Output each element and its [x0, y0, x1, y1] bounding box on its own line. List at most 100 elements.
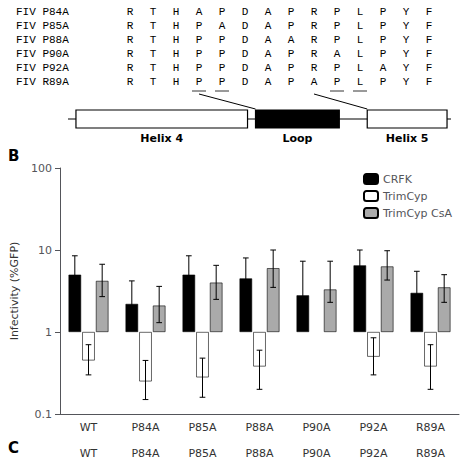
svg-text:Y: Y — [403, 6, 410, 18]
svg-text:R: R — [127, 76, 134, 88]
svg-text:R: R — [127, 6, 134, 18]
svg-text:F: F — [426, 62, 433, 74]
svg-text:TrimCyp CsA: TrimCyp CsA — [382, 207, 452, 220]
svg-text:Helix 5: Helix 5 — [386, 132, 429, 145]
svg-text:P: P — [219, 62, 226, 74]
svg-text:P85A: P85A — [188, 421, 217, 434]
svg-text:F: F — [426, 6, 433, 18]
svg-text:D: D — [242, 48, 249, 60]
svg-text:P: P — [288, 6, 295, 18]
svg-text:D: D — [242, 6, 249, 18]
svg-text:A: A — [380, 62, 387, 74]
svg-text:A: A — [265, 76, 272, 88]
svg-text:R: R — [127, 48, 134, 60]
svg-text:P92A: P92A — [359, 421, 388, 434]
svg-text:FIV P84A: FIV P84A — [16, 6, 69, 18]
svg-text:D: D — [242, 20, 249, 32]
svg-text:P84A: P84A — [131, 447, 160, 460]
svg-text:B: B — [8, 147, 19, 165]
svg-text:Y: Y — [403, 34, 410, 46]
svg-text:A: A — [265, 48, 272, 60]
svg-text:WT: WT — [80, 421, 98, 434]
svg-text:P90A: P90A — [302, 421, 331, 434]
svg-text:P: P — [334, 62, 341, 74]
svg-text:A: A — [265, 20, 272, 32]
svg-text:1: 1 — [45, 326, 52, 339]
svg-text:CRFK: CRFK — [383, 173, 413, 186]
svg-text:P: P — [380, 48, 387, 60]
svg-text:H: H — [173, 48, 180, 60]
svg-text:P: P — [288, 76, 295, 88]
svg-text:R89A: R89A — [416, 421, 446, 434]
svg-text:Y: Y — [403, 20, 410, 32]
svg-text:L: L — [357, 48, 364, 60]
svg-text:R: R — [311, 34, 318, 46]
svg-text:FIV R89A: FIV R89A — [16, 76, 69, 88]
svg-text:P: P — [219, 34, 226, 46]
svg-text:P: P — [288, 48, 295, 60]
svg-text:Y: Y — [403, 62, 410, 74]
svg-text:R: R — [311, 20, 318, 32]
svg-text:FIV P85A: FIV P85A — [16, 20, 69, 32]
svg-text:P92A: P92A — [359, 447, 388, 460]
svg-text:P: P — [380, 20, 387, 32]
svg-text:Y: Y — [403, 48, 410, 60]
svg-text:P: P — [219, 6, 226, 18]
svg-text:P: P — [334, 6, 341, 18]
svg-text:P: P — [380, 6, 387, 18]
svg-text:L: L — [357, 76, 364, 88]
svg-text:WT: WT — [80, 447, 98, 460]
svg-text:Loop: Loop — [282, 132, 312, 145]
svg-text:P: P — [196, 62, 203, 74]
svg-text:Y: Y — [403, 76, 410, 88]
svg-text:P: P — [196, 76, 203, 88]
svg-text:A: A — [265, 6, 272, 18]
svg-text:P: P — [380, 76, 387, 88]
svg-text:A: A — [196, 6, 203, 18]
svg-text:T: T — [150, 6, 157, 18]
svg-text:Helix 4: Helix 4 — [140, 132, 183, 145]
svg-text:T: T — [150, 62, 157, 74]
svg-text:R: R — [127, 20, 134, 32]
svg-text:L: L — [357, 34, 364, 46]
svg-text:D: D — [242, 76, 249, 88]
svg-text:P: P — [219, 48, 226, 60]
svg-text:R: R — [311, 62, 318, 74]
svg-text:T: T — [150, 48, 157, 60]
svg-text:A: A — [265, 34, 272, 46]
svg-text:H: H — [173, 76, 180, 88]
svg-text:P: P — [196, 48, 203, 60]
svg-text:P: P — [334, 34, 341, 46]
svg-text:L: L — [357, 62, 364, 74]
svg-text:R: R — [311, 6, 318, 18]
svg-text:A: A — [288, 34, 295, 46]
svg-text:P: P — [288, 20, 295, 32]
svg-text:A: A — [311, 76, 318, 88]
svg-text:R: R — [311, 48, 318, 60]
svg-text:FIV P88A: FIV P88A — [16, 34, 69, 46]
svg-text:P: P — [288, 62, 295, 74]
svg-text:100: 100 — [31, 162, 52, 175]
svg-text:Infectivity (%GFP): Infectivity (%GFP) — [8, 242, 21, 341]
svg-text:C: C — [8, 439, 19, 457]
svg-text:R: R — [127, 34, 134, 46]
svg-text:P84A: P84A — [131, 421, 160, 434]
svg-text:L: L — [357, 20, 364, 32]
svg-text:A: A — [334, 48, 341, 60]
svg-text:F: F — [426, 34, 433, 46]
svg-text:10: 10 — [38, 244, 52, 257]
svg-text:P: P — [380, 34, 387, 46]
svg-text:R89A: R89A — [416, 447, 446, 460]
svg-text:P90A: P90A — [302, 447, 331, 460]
svg-text:F: F — [426, 48, 433, 60]
svg-text:P: P — [334, 76, 341, 88]
svg-text:T: T — [150, 76, 157, 88]
svg-text:D: D — [242, 62, 249, 74]
svg-text:P88A: P88A — [245, 447, 274, 460]
svg-text:P: P — [196, 34, 203, 46]
svg-text:T: T — [150, 34, 157, 46]
svg-text:FIV P92A: FIV P92A — [16, 62, 69, 74]
svg-text:D: D — [242, 34, 249, 46]
svg-text:0.1: 0.1 — [35, 408, 53, 421]
svg-text:A: A — [265, 62, 272, 74]
